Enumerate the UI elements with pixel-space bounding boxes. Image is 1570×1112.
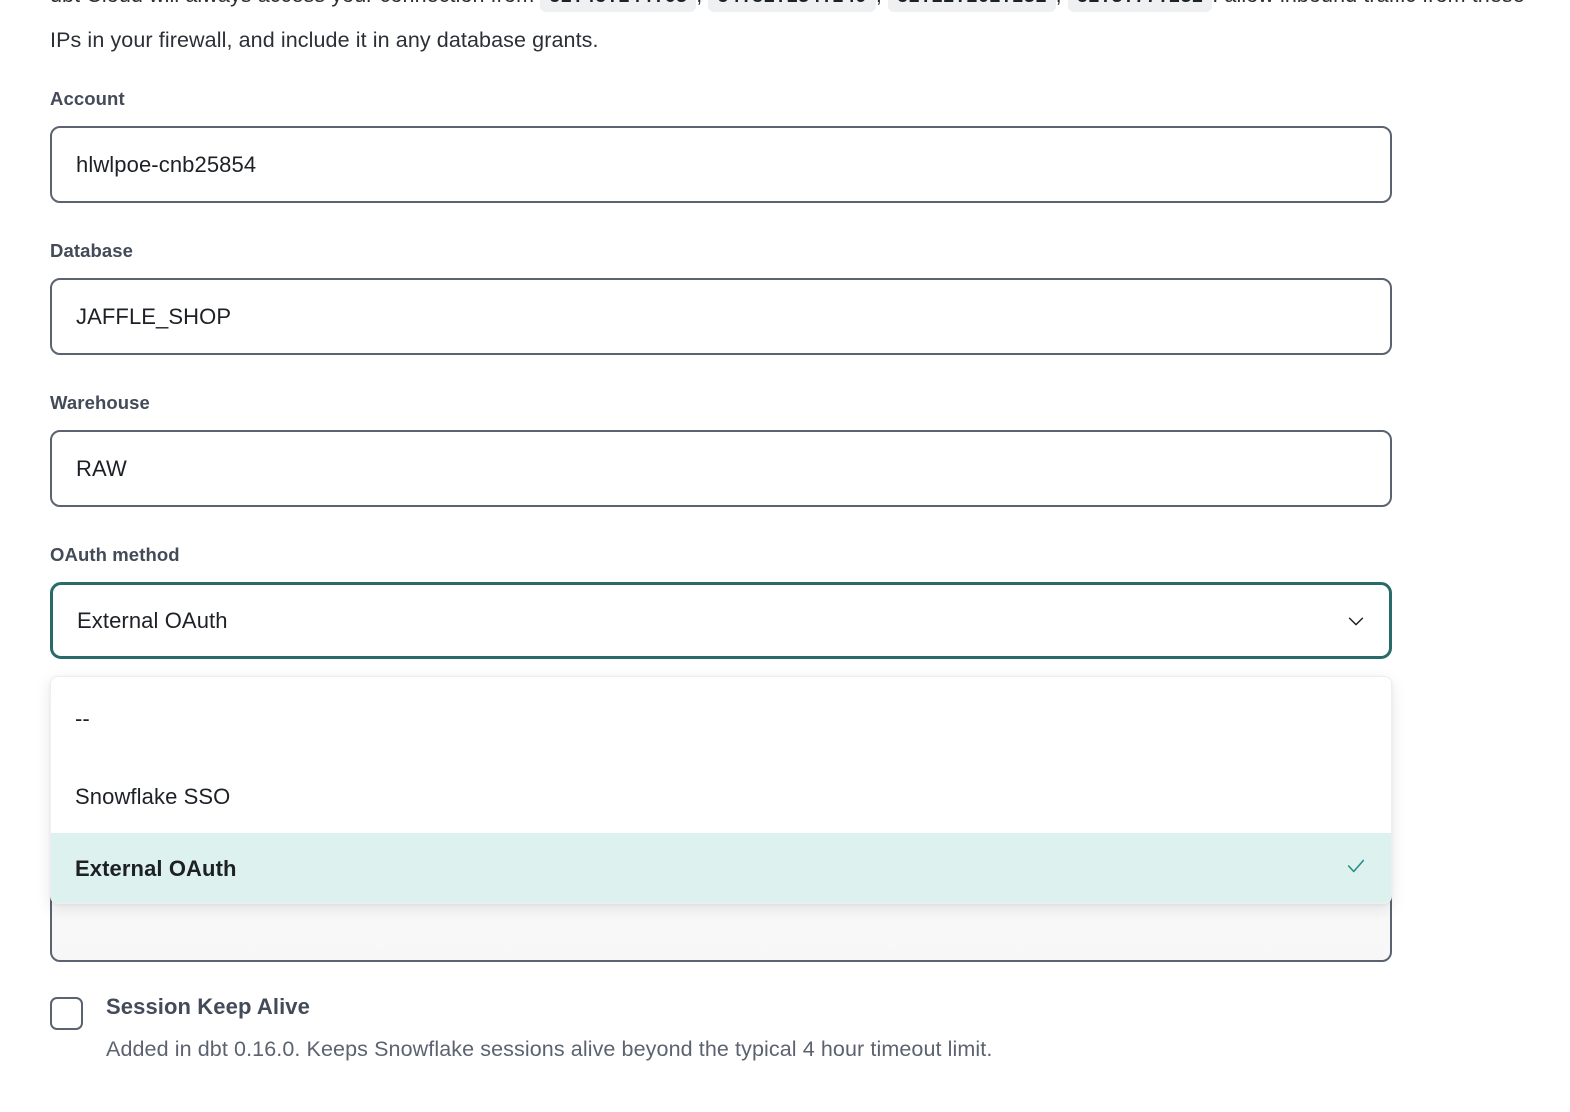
account-label: Account [50, 88, 125, 109]
session-keep-alive-row[interactable]: Session Keep Alive Added in dbt 0.16.0. … [50, 993, 992, 1063]
ip-allowlist-description: dbt Cloud will always access your connec… [50, 0, 1550, 62]
session-keep-alive-checkbox[interactable] [50, 997, 83, 1030]
database-input[interactable] [50, 278, 1392, 355]
account-input[interactable] [50, 126, 1392, 203]
ip-chip-0: 52.45.144.63 [540, 0, 697, 12]
oauth-method-selected-value: External OAuth [77, 607, 228, 633]
oauth-method-dropdown[interactable]: -- Snowflake SSO External OAuth [50, 676, 1392, 904]
session-keep-alive-text: Session Keep Alive Added in dbt 0.16.0. … [106, 993, 992, 1063]
ip-chip-2: 52.22.161.231 [888, 0, 1056, 12]
ip-chip-3: 52.3.77.232 [1067, 0, 1213, 12]
oauth-option-blank-label: -- [75, 706, 90, 731]
oauth-method-label: OAuth method [50, 544, 180, 565]
oauth-option-blank[interactable]: -- [51, 677, 1391, 761]
warehouse-label: Warehouse [50, 392, 150, 413]
oauth-option-external-oauth-label: External OAuth [75, 856, 237, 881]
check-icon [1345, 855, 1367, 883]
ip-chip-1: 54.81.134.249 [708, 0, 876, 12]
oauth-option-snowflake-sso[interactable]: Snowflake SSO [51, 761, 1391, 833]
oauth-method-select[interactable]: External OAuth [50, 582, 1392, 659]
oauth-option-snowflake-sso-label: Snowflake SSO [75, 784, 231, 809]
oauth-option-external-oauth[interactable]: External OAuth [51, 833, 1391, 903]
warehouse-input[interactable] [50, 430, 1392, 507]
intro-line-tail: allow inbound traffic from these IPs in … [50, 0, 1525, 52]
session-keep-alive-title: Session Keep Alive [106, 994, 310, 1019]
session-keep-alive-help: Added in dbt 0.16.0. Keeps Snowflake ses… [106, 1037, 993, 1061]
database-label: Database [50, 240, 134, 261]
chevron-down-icon [1345, 610, 1367, 632]
intro-line-head: dbt Cloud will always access your connec… [50, 0, 534, 7]
